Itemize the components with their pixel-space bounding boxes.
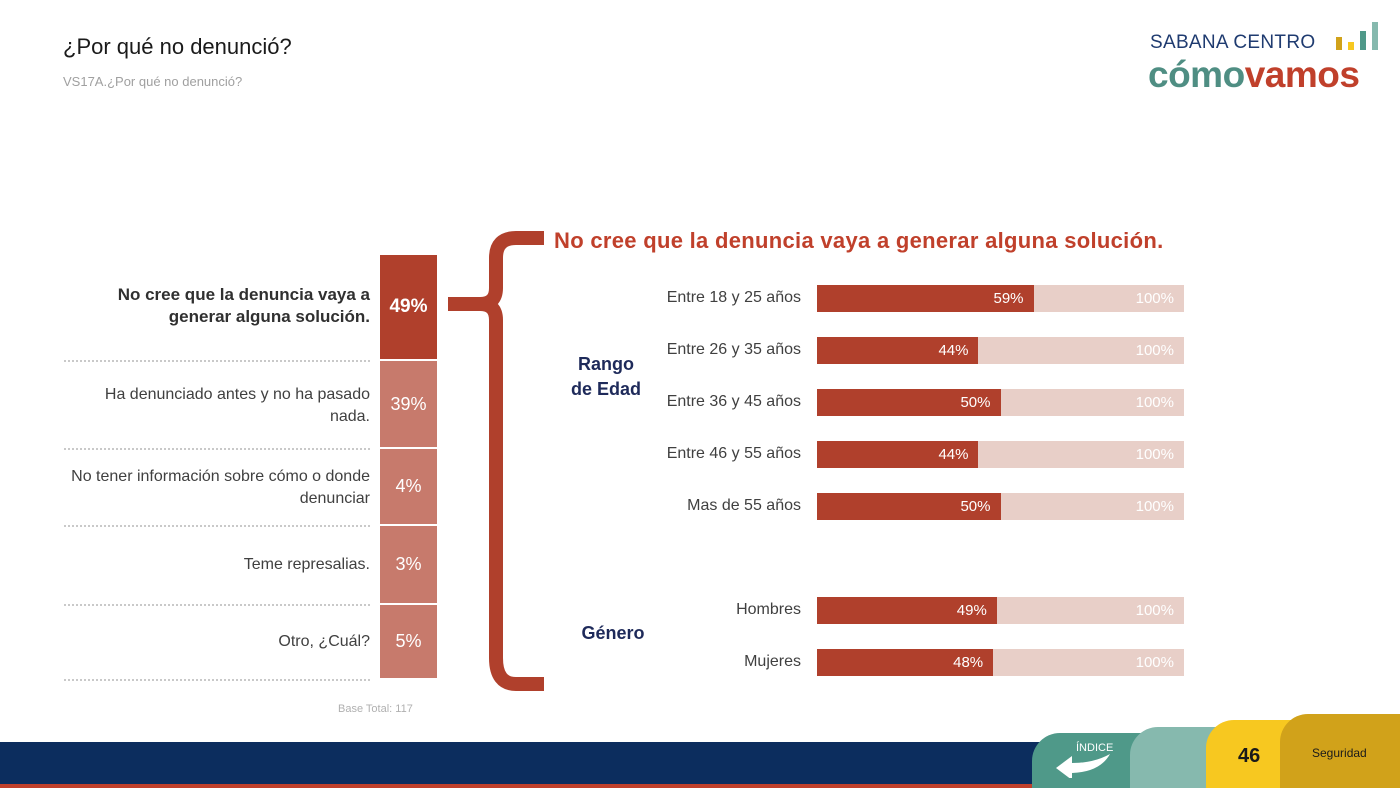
bar-fill: 44% — [817, 441, 979, 468]
bar-total-label: 100% — [1135, 342, 1174, 359]
bar-value-label: 48% — [953, 654, 984, 671]
bar-total-label: 100% — [1135, 394, 1174, 411]
bar-total-label: 100% — [1135, 498, 1174, 515]
page-title: ¿Por qué no denunció? — [63, 34, 292, 59]
logo-main-part2: vamos — [1244, 54, 1360, 95]
bar-background: 100% 50% — [817, 389, 1184, 416]
group-label: Género — [581, 623, 645, 643]
logo-main-text: cómovamos — [1148, 54, 1360, 96]
footer-accent-line — [0, 784, 1400, 788]
logo-bars-icon — [1336, 20, 1380, 50]
breakdown-title: No cree que la denuncia vaya a generar a… — [554, 228, 1164, 253]
bar-value-label: 50% — [960, 498, 991, 515]
category-label: Entre 26 y 35 años — [666, 341, 801, 358]
bar-fill: 49% — [817, 597, 997, 624]
logo-bar — [1360, 31, 1366, 50]
bar-value-label: 44% — [938, 342, 969, 359]
bar-value-label: 44% — [938, 446, 969, 463]
bar-fill: 48% — [817, 649, 994, 676]
reason-label: No tener información sobre cómo o donde … — [71, 468, 370, 507]
bar-background: 100% 44% — [817, 337, 1184, 364]
reason-bar: 3% — [380, 526, 437, 603]
indice-label[interactable]: ÍNDICE — [1076, 742, 1114, 754]
row-divider — [64, 604, 370, 606]
bar-value-label: 59% — [993, 290, 1024, 307]
bar-fill: 50% — [817, 389, 1001, 416]
reason-label: Teme represalias. — [243, 556, 370, 573]
row-divider — [64, 679, 370, 681]
category-label: Mas de 55 años — [687, 497, 801, 514]
reason-label: Ha denunciado antes y no ha pasado nada. — [104, 386, 370, 425]
logo-bar — [1336, 37, 1342, 50]
bar-background: 100% 59% — [817, 285, 1184, 312]
logo-main-part1: cómo — [1148, 54, 1245, 95]
bar-value-label: 49% — [956, 602, 987, 619]
category-label: Entre 46 y 55 años — [666, 445, 801, 462]
base-total: Base Total: 117 — [338, 703, 413, 715]
page-subtitle: VS17A.¿Por qué no denunció? — [63, 74, 243, 89]
row-divider — [64, 525, 370, 527]
page-number: 46 — [1238, 745, 1261, 767]
indice-tab[interactable] — [1032, 733, 1142, 788]
reason-bar: 49% — [380, 255, 437, 359]
reason-label: No cree que la denuncia vaya a generar a… — [117, 285, 370, 326]
category-label: Mujeres — [744, 653, 801, 670]
section-name[interactable]: Seguridad — [1312, 746, 1367, 760]
bar-background: 100% 50% — [817, 493, 1184, 520]
bar-total-label: 100% — [1135, 290, 1174, 307]
bar-background: 100% 48% — [817, 649, 1184, 676]
bar-background: 100% 44% — [817, 441, 1184, 468]
group-label: Rango de Edad — [570, 354, 641, 399]
reason-label: Otro, ¿Cuál? — [278, 633, 370, 650]
reason-bar: 5% — [380, 605, 437, 678]
category-label: Entre 18 y 25 años — [666, 289, 801, 306]
bar-fill: 59% — [817, 285, 1034, 312]
logo-top-text: SABANA CENTRO — [1150, 32, 1316, 53]
bar-fill: 44% — [817, 337, 979, 364]
bracket-connector-icon — [448, 231, 544, 691]
logo-bar — [1348, 42, 1354, 50]
logo-bar — [1372, 22, 1378, 50]
section-tab[interactable] — [1280, 714, 1400, 788]
back-arrow-icon[interactable] — [1054, 752, 1114, 778]
reason-bar: 4% — [380, 449, 437, 524]
row-divider — [64, 448, 370, 450]
bar-value-label: 50% — [960, 394, 991, 411]
bar-total-label: 100% — [1135, 446, 1174, 463]
category-label: Entre 36 y 45 años — [666, 393, 801, 410]
bar-fill: 50% — [817, 493, 1001, 520]
bar-background: 100% 49% — [817, 597, 1184, 624]
bar-total-label: 100% — [1135, 654, 1174, 671]
category-label: Hombres — [736, 601, 801, 618]
row-divider — [64, 360, 370, 362]
reason-bar: 39% — [380, 361, 437, 447]
bar-total-label: 100% — [1135, 602, 1174, 619]
